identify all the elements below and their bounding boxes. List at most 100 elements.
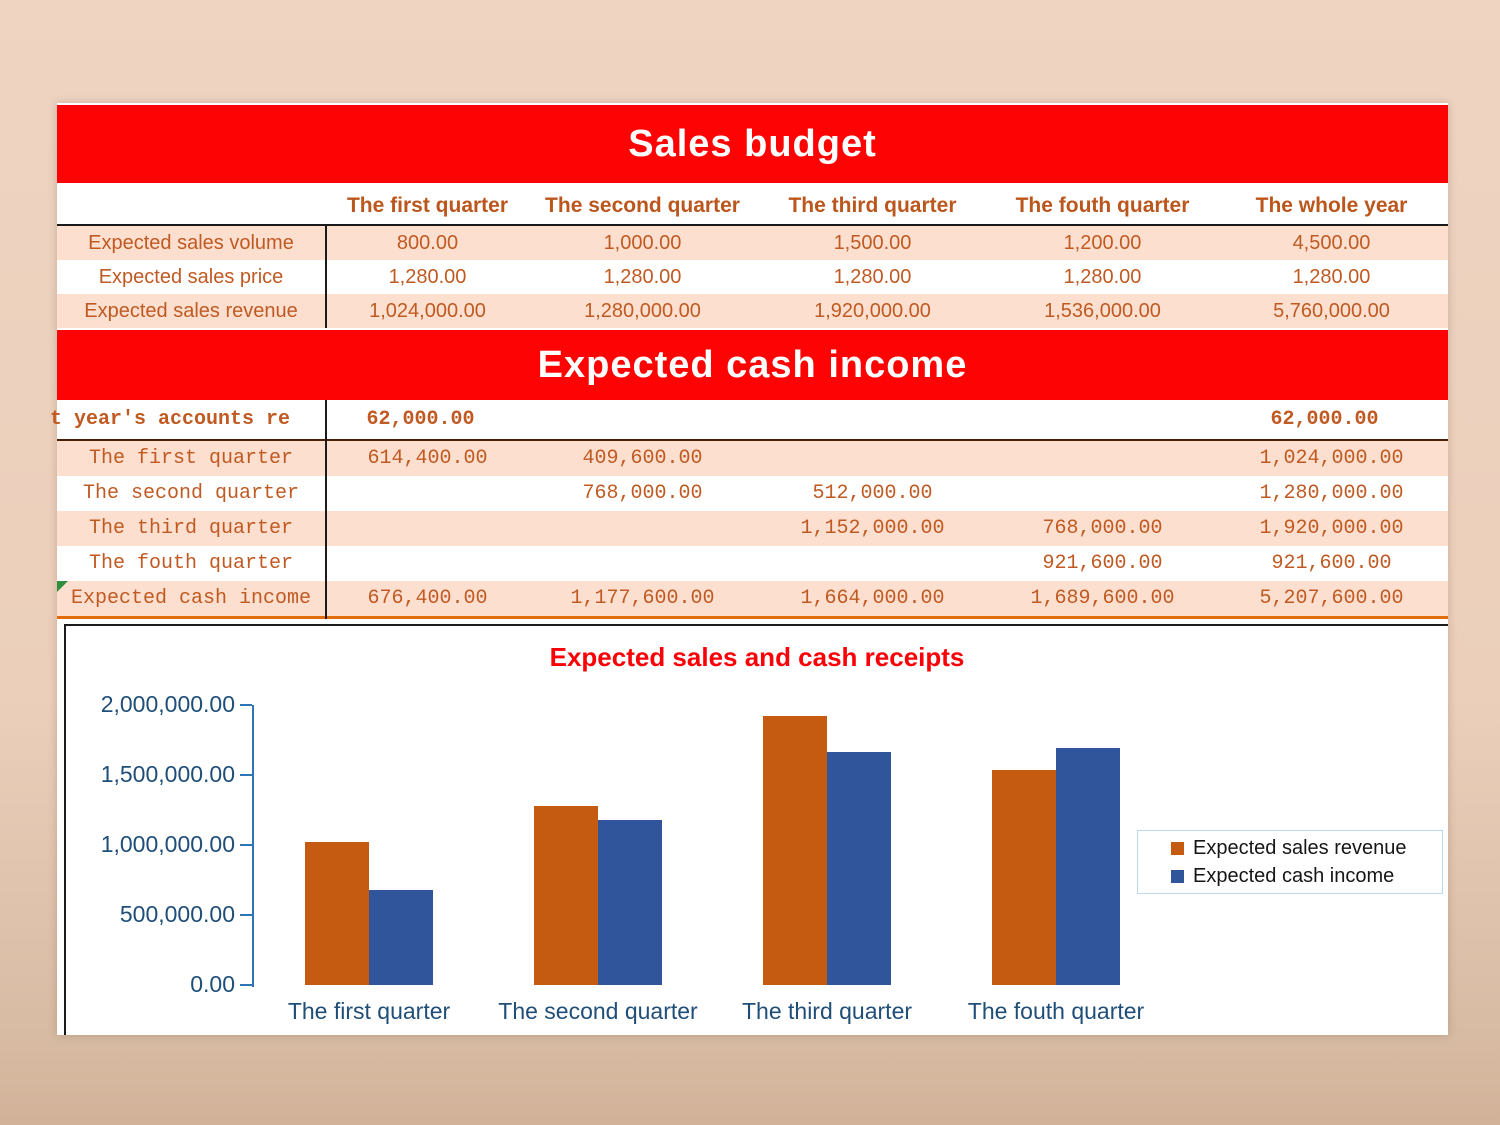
- value-cell[interactable]: [325, 476, 530, 511]
- value-cell[interactable]: 1,500.00: [833, 231, 912, 254]
- legend-swatch: [1171, 841, 1184, 855]
- cash-income-banner: Expected cash income: [57, 330, 1448, 400]
- value-cell[interactable]: 768,000.00: [582, 482, 703, 505]
- bar-expected-cash-income: [1056, 748, 1120, 985]
- value-cell[interactable]: 1,000.00: [603, 231, 682, 254]
- cash-table-row: The fouth quarter 921,600.00 921,600.00: [57, 546, 1448, 581]
- row-label-cell[interactable]: t year's accounts re: [50, 408, 291, 431]
- value-cell[interactable]: [325, 511, 530, 546]
- value-cell[interactable]: 1,280,000.00: [584, 299, 701, 322]
- value-cell[interactable]: 4,500.00: [1292, 231, 1371, 254]
- y-axis-tick-mark: [240, 844, 252, 846]
- value-cell[interactable]: 62,000.00: [1270, 408, 1379, 431]
- value-cell[interactable]: 676,400.00: [367, 587, 488, 610]
- row-label-cell[interactable]: Expected sales revenue: [84, 299, 298, 322]
- chart-legend: Expected sales revenue Expected cash inco…: [1137, 830, 1443, 894]
- value-cell[interactable]: [990, 441, 1215, 476]
- cell-error-flag-triangle: [57, 581, 68, 592]
- row-label-cell[interactable]: Expected cash income: [70, 587, 312, 610]
- chart: Expected sales and cash receipts 0.00 500…: [64, 624, 1448, 1035]
- bar-expected-cash-income: [598, 820, 662, 985]
- value-cell[interactable]: 1,280.00: [833, 265, 912, 288]
- column-header: The third quarter: [788, 193, 957, 217]
- sales-table-body: Expected sales volume 800.00 1,000.00 1,500…: [57, 226, 1448, 328]
- value-cell[interactable]: 1,280.00: [1063, 265, 1142, 288]
- sales-table-header-row: The first quarter The second quarter The t…: [57, 187, 1448, 226]
- value-cell[interactable]: 1,280.00: [388, 265, 467, 288]
- value-cell[interactable]: 5,207,600.00: [1259, 587, 1404, 610]
- value-cell[interactable]: [325, 546, 530, 581]
- y-axis-line: [252, 705, 254, 987]
- cash-table-row: t year's accounts re 62,000.00 62,000.00: [50, 400, 1448, 441]
- cash-table-row: Expected cash income 676,400.00 1,177,600.…: [57, 581, 1448, 619]
- value-cell[interactable]: 1,280,000.00: [1259, 482, 1404, 505]
- value-cell[interactable]: [530, 511, 755, 546]
- sales-table-row: Expected sales volume 800.00 1,000.00 1,500…: [57, 226, 1448, 260]
- value-cell[interactable]: 921,600.00: [1042, 552, 1163, 575]
- value-cell[interactable]: [990, 476, 1215, 511]
- cash-table-row: The third quarter 1,152,000.00 768,000.00 1…: [57, 511, 1448, 546]
- value-cell[interactable]: 5,760,000.00: [1273, 299, 1390, 322]
- row-label-cell[interactable]: The first quarter: [88, 447, 294, 470]
- value-cell[interactable]: [523, 400, 748, 439]
- sales-budget-title: Sales budget: [628, 122, 877, 165]
- column-header: The whole year: [1255, 193, 1408, 217]
- value-cell[interactable]: 1,152,000.00: [800, 517, 945, 540]
- bar-expected-sales-revenue: [534, 806, 598, 985]
- y-axis-tick-label: 0.00: [190, 971, 235, 997]
- value-cell[interactable]: [530, 546, 755, 581]
- cash-table-row: The first quarter 614,400.00 409,600.00 1,0…: [57, 441, 1448, 476]
- value-cell[interactable]: 1,177,600.00: [570, 587, 715, 610]
- row-label-cell[interactable]: The fouth quarter: [88, 552, 294, 575]
- value-cell[interactable]: 1,024,000.00: [1259, 447, 1404, 470]
- value-cell[interactable]: 512,000.00: [812, 482, 933, 505]
- y-axis-tick-label: 2,000,000.00: [100, 691, 235, 717]
- value-cell[interactable]: [748, 400, 983, 439]
- bar-expected-sales-revenue: [305, 842, 369, 985]
- value-cell[interactable]: [983, 400, 1208, 439]
- x-axis-category-label: The second quarter: [498, 998, 698, 1024]
- row-label-cell[interactable]: Expected sales volume: [88, 231, 294, 254]
- bar-expected-cash-income: [827, 752, 891, 985]
- value-cell[interactable]: [755, 441, 990, 476]
- cash-table-row: The second quarter 768,000.00 512,000.00 1,…: [57, 476, 1448, 511]
- value-cell[interactable]: 1,920,000.00: [1259, 517, 1404, 540]
- value-cell[interactable]: 409,600.00: [582, 447, 703, 470]
- y-axis-tick-label: 1,000,000.00: [100, 831, 235, 857]
- value-cell[interactable]: 800.00: [396, 231, 459, 254]
- y-axis-tick-mark: [240, 914, 252, 916]
- legend-item: Expected sales revenue: [1171, 837, 1442, 860]
- value-cell[interactable]: 768,000.00: [1042, 517, 1163, 540]
- value-cell[interactable]: 614,400.00: [367, 447, 488, 470]
- value-cell[interactable]: 1,024,000.00: [369, 299, 486, 322]
- cash-income-title: Expected cash income: [537, 343, 968, 386]
- legend-label: Expected cash income: [1193, 864, 1395, 887]
- value-cell[interactable]: 1,664,000.00: [800, 587, 945, 610]
- value-cell[interactable]: 62,000.00: [366, 408, 475, 431]
- bar-expected-cash-income: [369, 890, 433, 985]
- x-axis-category-label: The fouth quarter: [967, 998, 1145, 1024]
- row-label-cell[interactable]: Expected sales price: [98, 265, 284, 288]
- value-cell[interactable]: 1,280.00: [1292, 265, 1371, 288]
- legend-label: Expected sales revenue: [1193, 836, 1407, 859]
- value-cell[interactable]: 1,536,000.00: [1044, 299, 1161, 322]
- cash-table-body: t year's accounts re 62,000.00 62,000.00 Th…: [50, 400, 1448, 619]
- y-axis-tick-mark: [240, 774, 252, 776]
- table-divider-line: [325, 400, 327, 619]
- value-cell[interactable]: 1,280.00: [603, 265, 682, 288]
- bar-expected-sales-revenue: [763, 716, 827, 985]
- sales-budget-banner: Sales budget: [57, 105, 1448, 183]
- row-label-cell[interactable]: The third quarter: [88, 517, 294, 540]
- row-label-cell[interactable]: The second quarter: [82, 482, 300, 505]
- value-cell[interactable]: [755, 546, 990, 581]
- y-axis-tick-label: 1,500,000.00: [100, 761, 235, 787]
- y-axis-tick-label: 500,000.00: [119, 901, 235, 927]
- value-cell[interactable]: 1,920,000.00: [814, 299, 931, 322]
- table-divider-line: [325, 226, 327, 328]
- column-header: The first quarter: [346, 193, 509, 217]
- value-cell[interactable]: 1,200.00: [1063, 231, 1142, 254]
- value-cell[interactable]: 1,689,600.00: [1030, 587, 1175, 610]
- value-cell[interactable]: 921,600.00: [1271, 552, 1392, 575]
- spreadsheet: Sales budget The first quarter The second…: [50, 103, 1448, 1035]
